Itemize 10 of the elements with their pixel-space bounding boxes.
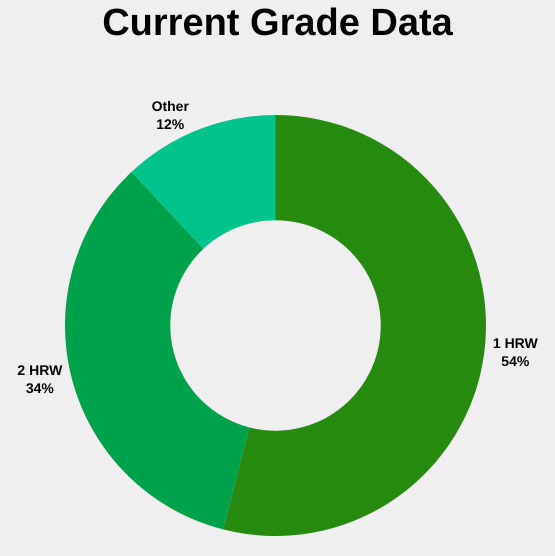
donut-slice [131, 115, 276, 249]
data-label: 54% [501, 353, 530, 370]
donut-slice [223, 115, 486, 536]
slice-label: 1 HRW [492, 335, 539, 352]
donut-slice [65, 172, 250, 530]
data-label: 12% [156, 116, 185, 132]
chart-title: Current Grade Data [102, 2, 454, 44]
data-label: 34% [26, 380, 54, 396]
slice-label: 2 HRW [17, 362, 64, 378]
slice-label: Other [152, 98, 190, 114]
